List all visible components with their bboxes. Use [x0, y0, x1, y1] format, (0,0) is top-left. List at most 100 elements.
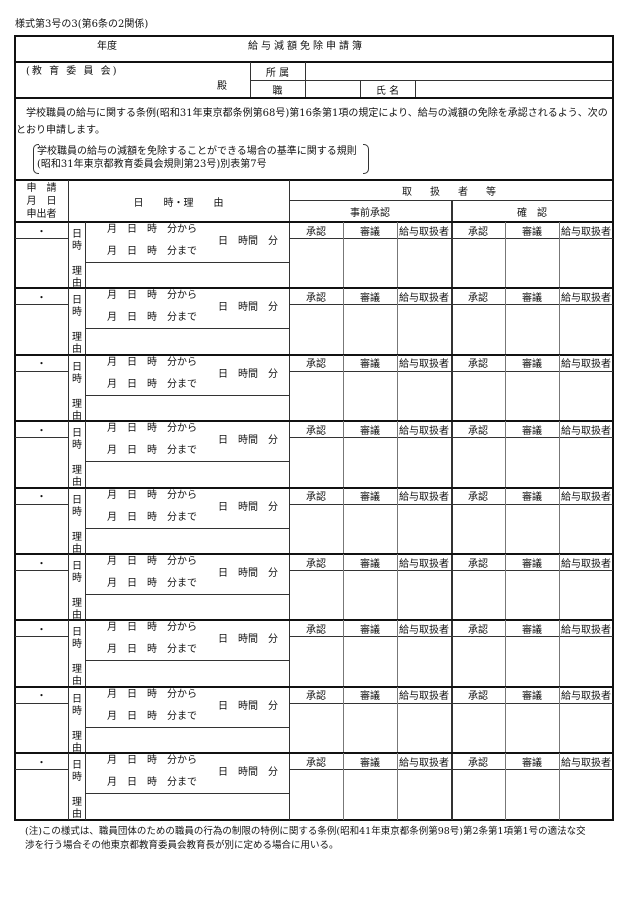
confirm-payroll-handler-stamp-field[interactable] — [559, 703, 613, 753]
application-date-field[interactable]: ・ — [36, 624, 47, 636]
payroll-handler-stamp-field[interactable] — [397, 437, 451, 487]
reason-field[interactable] — [86, 794, 289, 818]
approval-stamp-field[interactable] — [289, 371, 343, 421]
from-datetime-field[interactable]: 月 日 時 分から — [107, 423, 197, 435]
applicant-field[interactable] — [15, 304, 68, 354]
confirm-approval-stamp-field[interactable] — [451, 769, 505, 819]
confirm-payroll-handler-stamp-field[interactable] — [559, 238, 613, 288]
confirm-approval-stamp-field[interactable] — [451, 437, 505, 487]
to-datetime-field[interactable]: 月 日 時 分まで — [107, 511, 197, 523]
confirm-payroll-handler-stamp-field[interactable] — [559, 769, 613, 819]
payroll-handler-stamp-field[interactable] — [397, 504, 451, 554]
approval-stamp-field[interactable] — [289, 304, 343, 354]
confirm-approval-stamp-field[interactable] — [451, 570, 505, 620]
deliberation-stamp-field[interactable] — [343, 304, 397, 354]
applicant-field[interactable] — [15, 570, 68, 620]
reason-field[interactable] — [86, 529, 289, 553]
position-field[interactable] — [305, 80, 360, 98]
payroll-handler-stamp-field[interactable] — [397, 371, 451, 421]
to-datetime-field[interactable]: 月 日 時 分まで — [107, 777, 197, 789]
confirm-deliberation-stamp-field[interactable] — [505, 504, 559, 554]
approval-stamp-field[interactable] — [289, 238, 343, 288]
applicant-field[interactable] — [15, 504, 68, 554]
approval-stamp-field[interactable] — [289, 769, 343, 819]
reason-field[interactable] — [86, 728, 289, 752]
deliberation-stamp-field[interactable] — [343, 769, 397, 819]
applicant-field[interactable] — [15, 636, 68, 686]
to-datetime-field[interactable]: 月 日 時 分まで — [107, 710, 197, 722]
application-date-field[interactable]: ・ — [36, 558, 47, 570]
deliberation-stamp-field[interactable] — [343, 570, 397, 620]
confirm-payroll-handler-stamp-field[interactable] — [559, 371, 613, 421]
application-date-field[interactable]: ・ — [36, 226, 47, 238]
duration-field[interactable]: 日 時間 分 — [218, 435, 278, 447]
application-date-field[interactable]: ・ — [36, 359, 47, 371]
deliberation-stamp-field[interactable] — [343, 504, 397, 554]
approval-stamp-field[interactable] — [289, 570, 343, 620]
approval-stamp-field[interactable] — [289, 437, 343, 487]
reason-field[interactable] — [86, 329, 289, 353]
to-datetime-field[interactable]: 月 日 時 分まで — [107, 578, 197, 589]
applicant-field[interactable] — [15, 703, 68, 753]
confirm-deliberation-stamp-field[interactable] — [505, 769, 559, 819]
confirm-payroll-handler-stamp-field[interactable] — [559, 504, 613, 554]
approval-stamp-field[interactable] — [289, 636, 343, 686]
approval-stamp-field[interactable] — [289, 504, 343, 554]
confirm-payroll-handler-stamp-field[interactable] — [559, 304, 613, 354]
name-field[interactable] — [415, 80, 613, 98]
confirm-payroll-handler-stamp-field[interactable] — [559, 437, 613, 487]
payroll-handler-stamp-field[interactable] — [397, 769, 451, 819]
confirm-deliberation-stamp-field[interactable] — [505, 371, 559, 421]
payroll-handler-stamp-field[interactable] — [397, 238, 451, 288]
duration-field[interactable]: 日 時間 分 — [218, 302, 278, 314]
deliberation-stamp-field[interactable] — [343, 371, 397, 421]
applicant-field[interactable] — [15, 437, 68, 487]
payroll-handler-stamp-field[interactable] — [397, 636, 451, 686]
duration-field[interactable]: 日 時間 分 — [218, 700, 278, 712]
confirm-approval-stamp-field[interactable] — [451, 304, 505, 354]
reason-field[interactable] — [86, 661, 289, 685]
to-datetime-field[interactable]: 月 日 時 分まで — [107, 644, 197, 656]
to-datetime-field[interactable]: 月 日 時 分まで — [107, 312, 197, 324]
deliberation-stamp-field[interactable] — [343, 703, 397, 753]
payroll-handler-stamp-field[interactable] — [397, 570, 451, 620]
application-date-field[interactable]: ・ — [36, 425, 47, 437]
duration-field[interactable]: 日 時間 分 — [218, 568, 278, 579]
reason-field[interactable] — [86, 595, 289, 619]
confirm-approval-stamp-field[interactable] — [451, 703, 505, 753]
applicant-field[interactable] — [15, 238, 68, 288]
duration-field[interactable]: 日 時間 分 — [218, 634, 278, 646]
applicant-field[interactable] — [15, 769, 68, 819]
from-datetime-field[interactable]: 月 日 時 分から — [107, 556, 197, 567]
duration-field[interactable]: 日 時間 分 — [218, 368, 278, 380]
payroll-handler-stamp-field[interactable] — [397, 703, 451, 753]
reason-field[interactable] — [86, 396, 289, 420]
deliberation-stamp-field[interactable] — [343, 437, 397, 487]
duration-field[interactable]: 日 時間 分 — [218, 236, 278, 247]
to-datetime-field[interactable]: 月 日 時 分まで — [107, 445, 197, 457]
approval-stamp-field[interactable] — [289, 703, 343, 753]
application-date-field[interactable]: ・ — [36, 691, 47, 703]
deliberation-stamp-field[interactable] — [343, 636, 397, 686]
applicant-field[interactable] — [15, 371, 68, 421]
duration-field[interactable]: 日 時間 分 — [218, 501, 278, 513]
from-datetime-field[interactable]: 月 日 時 分から — [107, 755, 197, 767]
affiliation-field[interactable] — [305, 62, 613, 80]
confirm-approval-stamp-field[interactable] — [451, 238, 505, 288]
duration-field[interactable]: 日 時間 分 — [218, 767, 278, 779]
confirm-deliberation-stamp-field[interactable] — [505, 238, 559, 288]
from-datetime-field[interactable]: 月 日 時 分から — [107, 622, 197, 634]
confirm-deliberation-stamp-field[interactable] — [505, 636, 559, 686]
confirm-approval-stamp-field[interactable] — [451, 636, 505, 686]
confirm-approval-stamp-field[interactable] — [451, 504, 505, 554]
from-datetime-field[interactable]: 月 日 時 分から — [107, 688, 197, 700]
confirm-payroll-handler-stamp-field[interactable] — [559, 570, 613, 620]
from-datetime-field[interactable]: 月 日 時 分から — [107, 224, 197, 235]
from-datetime-field[interactable]: 月 日 時 分から — [107, 290, 197, 302]
from-datetime-field[interactable]: 月 日 時 分から — [107, 489, 197, 501]
reason-field[interactable] — [86, 263, 289, 287]
confirm-deliberation-stamp-field[interactable] — [505, 703, 559, 753]
to-datetime-field[interactable]: 月 日 時 分まで — [107, 246, 197, 257]
reason-field[interactable] — [86, 462, 289, 486]
deliberation-stamp-field[interactable] — [343, 238, 397, 288]
